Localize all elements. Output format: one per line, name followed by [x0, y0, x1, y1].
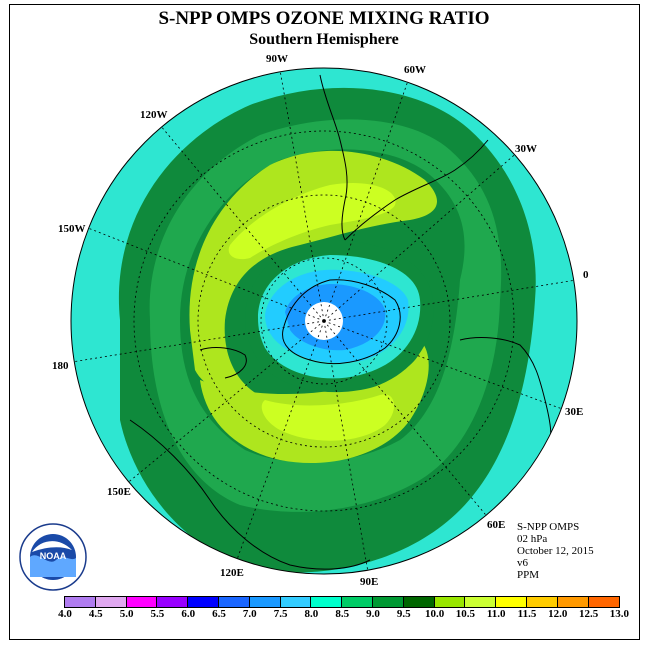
- lon-label-60w: 60W: [404, 64, 426, 76]
- colorbar-tick-label: 10.0: [424, 608, 445, 620]
- colorbar-segment: [557, 597, 589, 607]
- colorbar-tick-label: 9.5: [396, 608, 411, 620]
- colorbar-tick-label: 5.0: [119, 608, 134, 620]
- colorbar-tick-label: 7.5: [273, 608, 288, 620]
- lon-label-30e: 30E: [565, 406, 583, 418]
- plot-frame: [9, 4, 640, 640]
- info-level: 02 hPa: [517, 533, 548, 545]
- colorbar-segment: [342, 597, 373, 607]
- africa-coast: [459, 337, 552, 461]
- colorbar-segment: [157, 597, 189, 607]
- lon-label-150w: 150W: [58, 223, 86, 235]
- page-subtitle: Southern Hemisphere: [249, 31, 399, 48]
- colorbar-ticks: 4.0 4.5 5.0 5.5 6.0 6.5 7.0 7.5 8.0 8.5 9.0 9.5 10.0…: [0, 608, 648, 622]
- colorbar-tick-label: 10.5: [455, 608, 476, 620]
- map-boundary: [70, 67, 578, 575]
- lon-label-90e: 90E: [360, 576, 378, 588]
- lon-label-0: 0: [583, 269, 589, 281]
- colorbar-segment: [434, 597, 466, 607]
- colorbar-tick-label: 6.5: [212, 608, 226, 620]
- colorbar-tick-label: 4.0: [58, 608, 72, 620]
- longitude-labels: 90W 60W 30W 0 30E 60E 90E 120E 150E 180 …: [52, 53, 589, 588]
- colorbar-segment: [280, 597, 312, 607]
- colorbar-segment: [465, 597, 497, 607]
- colorbar-tick-label: 6.0: [181, 608, 196, 620]
- colorbar-segment: [249, 597, 281, 607]
- colorbar-segment: [126, 597, 158, 607]
- colorbar-tick-label: 8.5: [335, 608, 350, 620]
- south-america-coast: [319, 74, 348, 241]
- info-date: October 12, 2015: [517, 545, 594, 557]
- lon-label-120w: 120W: [140, 109, 168, 121]
- colorbar-tick-label: 7.0: [242, 608, 257, 620]
- colorbar-segment: [588, 597, 620, 607]
- south-america-east-coast: [344, 139, 489, 241]
- lon-label-30w: 30W: [515, 143, 537, 155]
- lon-label-90w: 90W: [266, 53, 288, 65]
- info-instrument: S-NPP OMPS: [517, 521, 580, 533]
- info-version: v6: [517, 557, 528, 569]
- ozone-band-9.5-patch-a: [228, 182, 396, 260]
- colorbar-segment: [188, 597, 219, 607]
- page-title: S-NPP OMPS OZONE MIXING RATIO: [158, 8, 490, 29]
- australia-coast: [129, 419, 371, 570]
- colorbar-tick-label: 11.0: [486, 608, 506, 620]
- colorbar-tick-label: 4.5: [88, 608, 103, 620]
- graticule: [71, 69, 577, 573]
- colorbar-tick-label: 9.0: [366, 608, 380, 620]
- info-units: PPM: [517, 569, 540, 581]
- lon-label-60e: 60E: [487, 519, 505, 531]
- colorbar: [64, 596, 621, 608]
- colorbar-segment: [95, 597, 127, 607]
- colorbar-tick-label: 12.0: [548, 608, 568, 620]
- colorbar-segment: [496, 597, 527, 607]
- colorbar-tick-label: 13.0: [609, 608, 630, 620]
- colorbar-segment: [372, 597, 404, 607]
- noaa-logo-text: NOAA: [40, 551, 67, 561]
- colorbar-tick-label: 11.5: [517, 608, 537, 620]
- colorbar-segment: [311, 597, 343, 607]
- ozone-band-9.5-patch-b: [261, 394, 395, 441]
- noaa-logo: NOAA: [19, 523, 87, 591]
- colorbar-tick-label: 5.5: [150, 608, 165, 620]
- lon-label-150e: 150E: [107, 486, 131, 498]
- coastlines: [129, 74, 552, 570]
- new-zealand-coast: [199, 347, 247, 379]
- colorbar-segment: [526, 597, 558, 607]
- colorbar-segment: [65, 597, 96, 607]
- colorbar-tick-label: 12.5: [578, 608, 599, 620]
- info-block: S-NPP OMPS 02 hPa October 12, 2015 v6 PP…: [517, 521, 594, 581]
- colorbar-segment: [403, 597, 435, 607]
- lon-label-120e: 120E: [220, 567, 244, 579]
- colorbar-tick-label: 8.0: [304, 608, 319, 620]
- lon-label-180: 180: [52, 360, 69, 372]
- colorbar-segment: [218, 597, 250, 607]
